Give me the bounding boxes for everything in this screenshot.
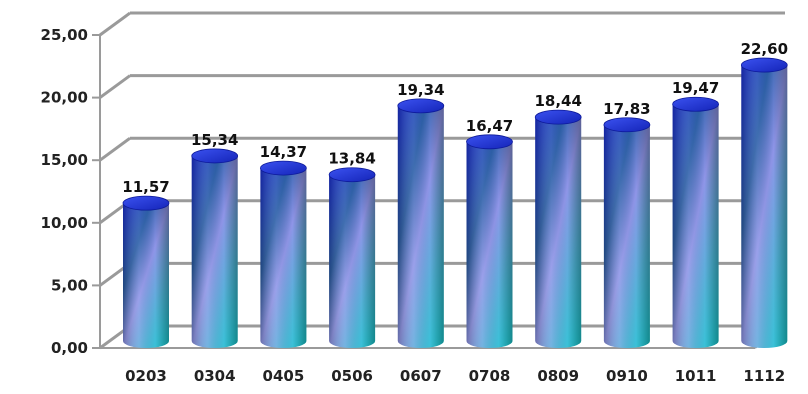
data-label: 19,34 [397,81,444,99]
gridline-diagonal [99,11,131,37]
y-tick-label: 15,00 [41,151,88,169]
gridline-diagonal [99,74,131,99]
y-axis: 0,00 5,00 10,00 15,00 20,00 25,00 [41,26,100,357]
x-tick-label: 0708 [469,367,511,385]
bar-top-cap [397,98,445,114]
bar-top-cap [740,57,788,73]
gridline-diagonal [99,136,131,162]
bar-shading [397,105,444,349]
bar-top-cap [603,117,651,133]
bar-top-cap [191,148,239,164]
x-tick-label: 0203 [125,367,167,385]
bar [328,167,376,348]
bar-shading [191,155,238,348]
bar-shading [535,117,582,349]
bar [191,148,239,348]
bar [672,96,719,349]
bar-top-cap [672,96,719,112]
data-label: 11,57 [122,178,169,196]
bar [740,57,788,348]
data-label: 18,44 [534,92,581,110]
bar [603,117,651,348]
bar-top-cap [466,134,513,150]
bar-shading [741,65,788,348]
bar-top-cap [122,195,170,211]
data-label: 15,34 [191,131,238,149]
bar-shading [466,141,513,348]
y-tick-label: 25,00 [41,26,88,44]
bar-shading [123,203,169,348]
data-labels: 11,57 15,34 14,37 13,84 19,34 16,47 18,44 17,83… [122,40,788,196]
bar-top-cap [534,109,582,125]
bar-shading [672,104,719,349]
x-tick-label: 0607 [400,367,442,385]
bar-shading [329,174,376,348]
bar-top-cap [328,167,376,183]
data-label: 17,83 [603,100,650,118]
bar-top-cap [259,160,307,176]
x-tick-label: 0809 [537,367,579,385]
x-tick-label: 1011 [675,367,717,385]
x-tick-label: 1112 [743,367,785,385]
y-tick-label: 5,00 [51,276,88,294]
data-label: 16,47 [466,117,513,135]
bar [466,134,513,348]
y-tick-label: 0,00 [51,339,88,357]
bar [122,195,170,348]
data-label: 13,84 [328,150,375,168]
y-tick-label: 20,00 [41,89,88,107]
bar-shading [603,124,650,348]
bars [122,57,788,349]
bar [397,98,445,349]
data-label: 19,47 [672,79,719,97]
x-tick-label: 0304 [194,367,236,385]
y-tick-label: 10,00 [41,214,88,232]
x-axis: 0203 0304 0405 0506 0607 0708 0809 0910 1011 1112 [125,367,785,385]
x-tick-label: 0405 [263,367,305,385]
bar [534,109,582,349]
x-tick-label: 0506 [331,367,373,385]
x-tick-label: 0910 [606,367,648,385]
bar-shading [260,168,307,348]
data-label: 22,60 [741,40,788,58]
data-label: 14,37 [260,143,307,161]
bar [259,160,307,348]
